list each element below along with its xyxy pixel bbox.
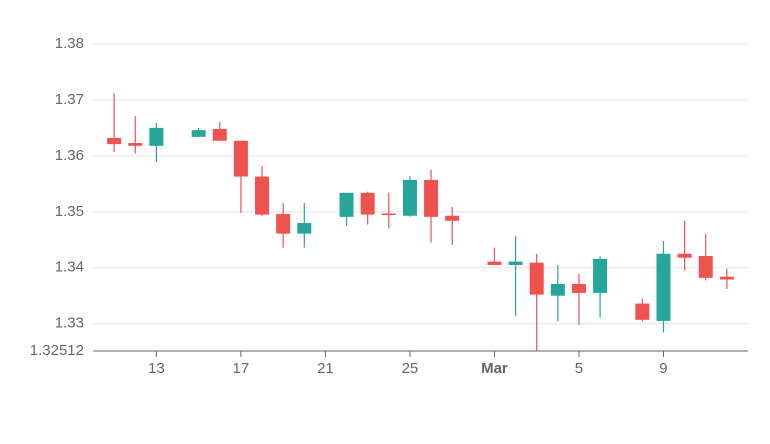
x-tick-label: 9 [659,360,667,377]
x-tick-label: 5 [575,360,583,377]
candle-body [719,276,734,280]
candle-body [571,283,586,293]
x-tick-label: 17 [233,360,250,377]
candle-body [424,179,439,217]
candle-body [487,261,502,265]
y-tick-label: 1.35 [55,203,84,220]
y-tick-label: 1.38 [55,35,84,52]
y-tick-label: 1.32512 [30,342,84,359]
candle-body [212,129,227,141]
candle-body [508,261,523,265]
candle-body [233,140,248,177]
candle-body [698,256,713,278]
candle-body [149,127,164,146]
candle-body [593,258,608,293]
candle-body [276,214,291,234]
candle-body [550,283,565,296]
candle-body [635,303,650,320]
x-tick-label: 21 [317,360,334,377]
y-tick-label: 1.33 [55,315,84,332]
candle-body [656,253,671,321]
candle-body [339,192,354,217]
x-tick-label: 25 [402,360,419,377]
y-tick-label: 1.36 [55,147,84,164]
candle-body [360,192,375,215]
candle-body [255,176,270,215]
candle-body [381,213,396,215]
candle-body [191,130,206,137]
candle-body [107,137,122,145]
candle-body [297,223,312,234]
candle-body [128,143,143,146]
x-tick-label: Mar [481,360,508,377]
candle-body [677,253,692,258]
candle-body [402,179,417,216]
x-tick-label: 13 [148,360,165,377]
candle-body [445,215,460,221]
y-tick-label: 1.37 [55,91,84,108]
candle-body [529,262,544,295]
y-tick-label: 1.34 [55,259,84,276]
